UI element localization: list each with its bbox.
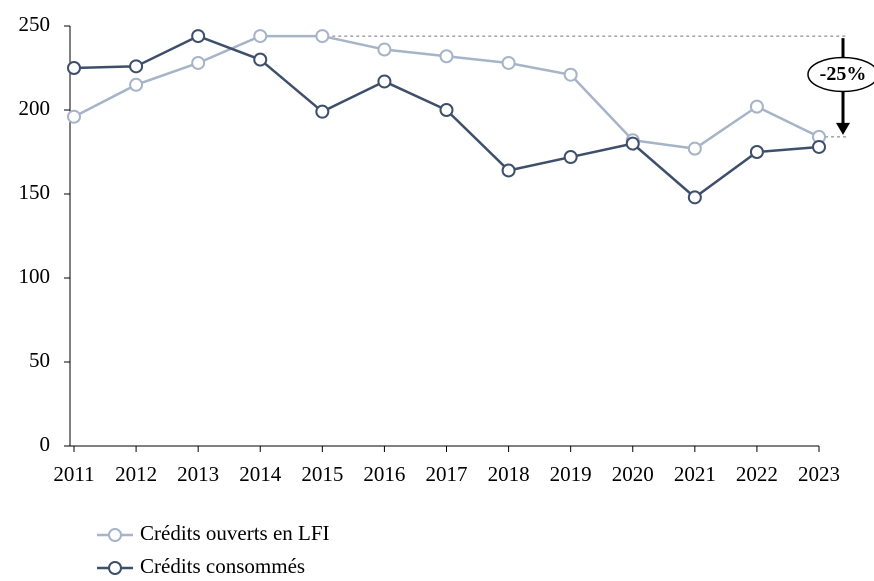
point <box>749 145 764 159</box>
point <box>377 74 392 89</box>
x-tick-label: 2023 <box>798 462 840 486</box>
point <box>377 42 392 57</box>
y-tick-label: 250 <box>19 12 51 36</box>
legend-label: Crédits consommés <box>140 554 305 578</box>
y-tick-label: 50 <box>29 348 50 372</box>
point <box>501 163 516 178</box>
point <box>129 59 144 74</box>
x-tick-label: 2020 <box>612 462 654 486</box>
point <box>563 150 578 165</box>
point <box>191 29 206 44</box>
point <box>67 61 81 75</box>
y-tick-label: 150 <box>19 180 51 204</box>
x-tick-label: 2018 <box>488 462 530 486</box>
x-tick-label: 2019 <box>550 462 592 486</box>
arrow-head <box>836 122 850 135</box>
point <box>563 67 578 82</box>
point <box>315 104 330 119</box>
y-tick-label: 0 <box>40 432 51 456</box>
point <box>439 103 454 117</box>
point <box>129 77 144 92</box>
point <box>315 29 330 44</box>
x-tick-label: 2022 <box>736 462 778 486</box>
x-tick-label: 2013 <box>177 462 219 486</box>
x-tick-label: 2016 <box>363 462 405 486</box>
point <box>687 190 702 205</box>
point <box>253 52 268 67</box>
point <box>191 55 206 70</box>
y-tick-label: 200 <box>19 96 51 120</box>
point <box>501 55 516 70</box>
annotation: -25% <box>820 63 867 85</box>
legend-label: Crédits ouverts en LFI <box>140 521 330 545</box>
annotation-box <box>807 56 874 93</box>
point <box>749 99 764 114</box>
point <box>687 141 702 156</box>
legend-marker <box>108 528 122 542</box>
point <box>253 29 268 44</box>
x-tick-label: 2014 <box>239 462 282 486</box>
x-tick-label: 2011 <box>53 462 94 486</box>
y-tick-label: 100 <box>19 264 51 288</box>
point <box>812 139 826 154</box>
x-tick-label: 2015 <box>301 462 343 486</box>
point <box>625 136 640 151</box>
point <box>67 109 81 124</box>
legend-marker <box>108 561 122 575</box>
x-tick-label: 2021 <box>674 462 716 486</box>
point <box>439 49 454 64</box>
x-tick-label: 2012 <box>115 462 157 486</box>
x-tick-label: 2017 <box>426 462 468 486</box>
